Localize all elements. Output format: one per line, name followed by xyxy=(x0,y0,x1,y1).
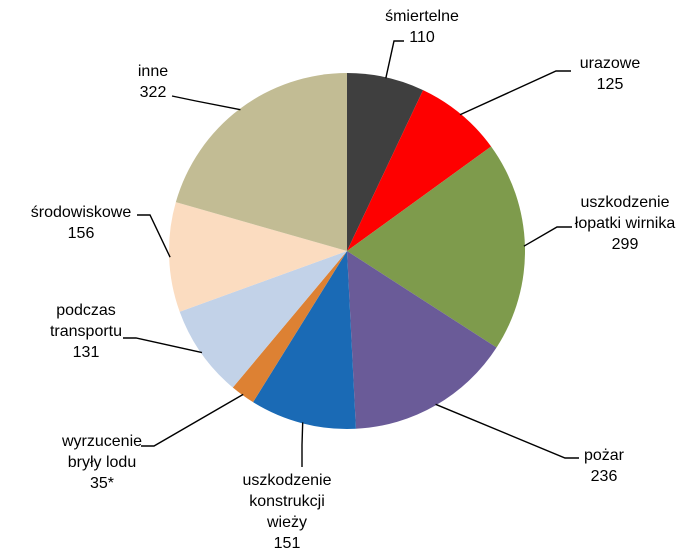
pie-slice-urazowe xyxy=(347,90,492,251)
slice-label-text: wyrzucenie xyxy=(61,433,143,450)
pie-label-urazowe: urazowe 125 xyxy=(580,53,640,95)
slice-value: 131 xyxy=(72,344,100,361)
slice-value: 322 xyxy=(139,84,167,101)
slice-label-text: urazowe xyxy=(579,55,641,72)
leader-line-podczas-transportu xyxy=(123,337,203,354)
pie-label-inne: inne 322 xyxy=(138,61,168,103)
slice-label-text: wieży xyxy=(266,514,308,531)
slice-label-text: środowiskowe xyxy=(30,204,132,221)
leader-line-wyrzucenie-bryly-lodu xyxy=(141,393,244,447)
pie-slice-inne xyxy=(175,73,347,251)
slice-label-text: bryły lodu xyxy=(67,454,137,471)
slice-value: 299 xyxy=(611,236,639,253)
slice-label-text: pożar xyxy=(583,447,625,464)
pie-label-pozar: pożar 236 xyxy=(584,445,624,487)
pie-slice-uszkodzenie-lopatki-wirnika xyxy=(347,146,526,348)
pie-label-uszkodzenie-lopatki-wirnika: uszkodzenie łopatki wirnika 299 xyxy=(575,192,675,255)
slice-label-text: inne xyxy=(137,63,169,80)
slice-label-text: łopatki wirnika xyxy=(574,215,676,232)
pie-label-srodowiskowe: środowiskowe 156 xyxy=(31,202,131,244)
slice-label-text: uszkodzenie xyxy=(242,472,332,489)
pie-label-smiertelne: śmiertelne 110 xyxy=(385,6,459,48)
slice-value: 236 xyxy=(590,468,618,485)
leader-line-urazowe xyxy=(459,70,571,116)
leader-line-pozar xyxy=(435,403,579,459)
slice-label-text: śmiertelne xyxy=(385,8,459,25)
slice-value: 151 xyxy=(273,535,301,552)
pie-slice-wyrzucenie-bryly-lodu xyxy=(232,251,347,403)
pie-label-uszkodzenie-konstrukcji-wiezy: uszkodzenie konstrukcji wieży 151 xyxy=(243,470,332,554)
slice-value: 156 xyxy=(67,225,95,242)
pie-slice-srodowiskowe xyxy=(169,202,347,312)
slice-label-text: transportu xyxy=(49,323,123,340)
slice-value: 35* xyxy=(89,475,115,492)
pie-slice-uszkodzenie-konstrukcji-wiezy xyxy=(253,251,356,430)
leader-line-smiertelne xyxy=(385,40,404,79)
leader-line-uszkodzenie-konstrukcji-wiezy xyxy=(301,422,304,467)
slice-label-text: podczas xyxy=(56,302,116,319)
pie-label-podczas-transportu: podczas transportu 131 xyxy=(50,300,122,363)
leader-line-srodowiskowe xyxy=(137,214,171,258)
slice-label-text: uszkodzenie xyxy=(580,194,670,211)
slice-label-text: konstrukcji xyxy=(249,493,325,510)
pie-label-wyrzucenie-bryly-lodu: wyrzucenie bryły lodu 35* xyxy=(62,431,142,494)
pie-slice-smiertelne xyxy=(347,73,424,251)
leader-line-uszkodzenie-lopatki-wirnika xyxy=(523,226,572,247)
pie-slice-podczas-transportu xyxy=(179,251,347,388)
slice-value: 125 xyxy=(596,76,624,93)
leader-line-inne xyxy=(171,95,241,111)
slice-value: 110 xyxy=(409,29,435,46)
pie-slice-pozar xyxy=(347,251,497,429)
